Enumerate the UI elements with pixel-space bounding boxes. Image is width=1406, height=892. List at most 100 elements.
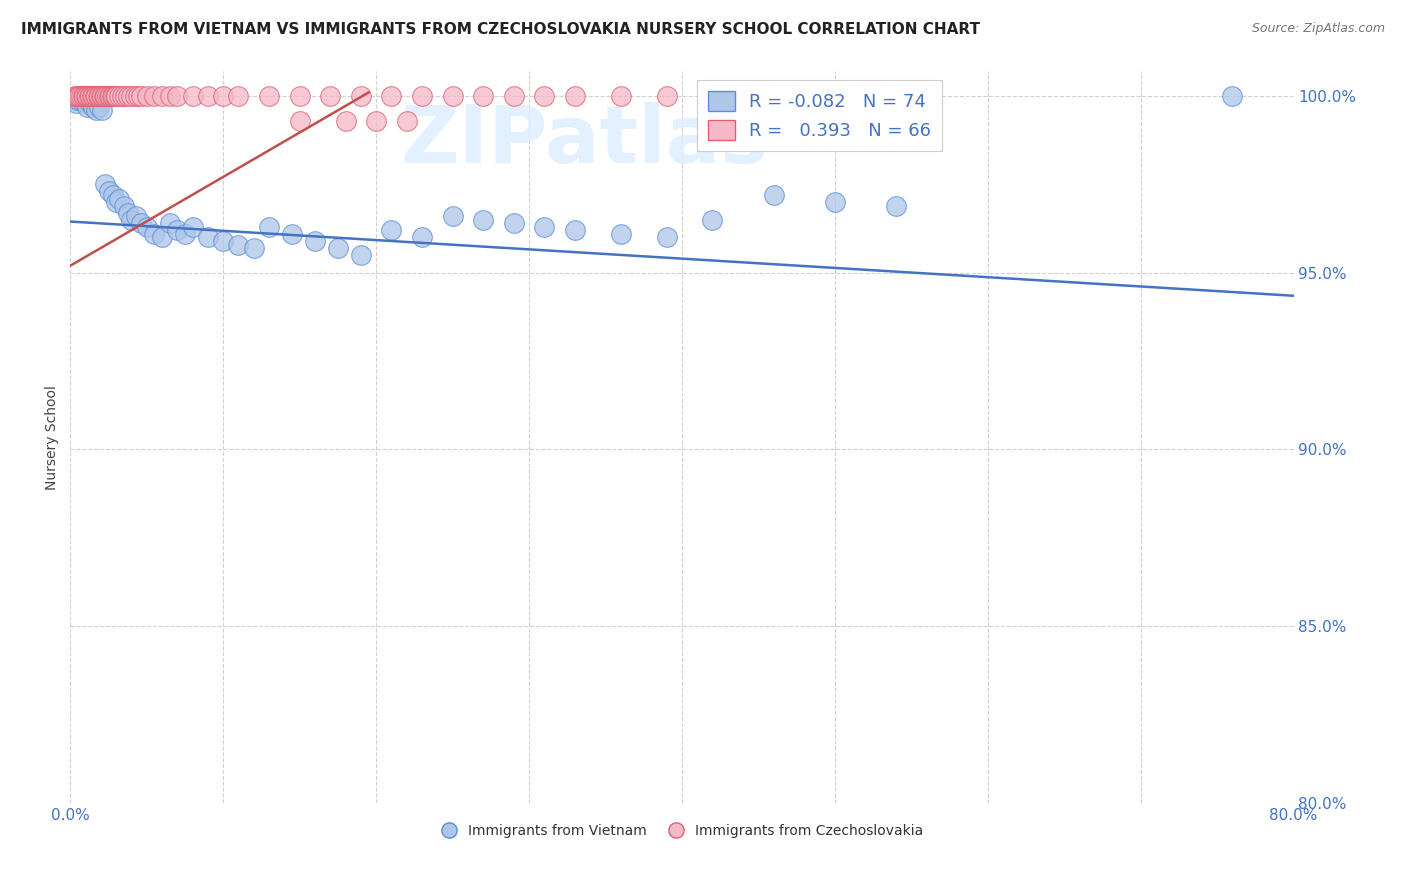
Point	[66, 89, 89, 103]
Point	[212, 89, 235, 103]
Point	[76, 100, 98, 114]
Point	[70, 93, 93, 107]
Point	[63, 93, 86, 107]
Point	[533, 89, 555, 103]
Point	[1220, 89, 1243, 103]
Point	[91, 89, 114, 103]
Point	[150, 230, 173, 244]
Point	[108, 192, 131, 206]
Point	[77, 89, 100, 103]
Point	[112, 199, 135, 213]
Point	[82, 89, 104, 103]
Point	[77, 93, 100, 107]
Point	[73, 93, 96, 107]
Point	[288, 113, 311, 128]
Point	[97, 89, 120, 103]
Point	[63, 89, 86, 103]
Point	[655, 230, 678, 244]
Point	[350, 89, 373, 103]
Point	[135, 89, 157, 103]
Point	[884, 199, 907, 213]
Point	[380, 223, 402, 237]
Point	[288, 89, 311, 103]
Point	[181, 219, 204, 234]
Point	[65, 96, 87, 111]
Point	[502, 216, 524, 230]
Point	[79, 96, 101, 111]
Text: Source: ZipAtlas.com: Source: ZipAtlas.com	[1251, 22, 1385, 36]
Y-axis label: Nursery School: Nursery School	[45, 384, 59, 490]
Point	[702, 89, 724, 103]
Point	[869, 89, 891, 103]
Point	[143, 89, 166, 103]
Point	[395, 113, 418, 128]
Point	[121, 212, 143, 227]
Point	[69, 89, 91, 103]
Point	[84, 89, 107, 103]
Point	[181, 89, 204, 103]
Point	[79, 89, 101, 103]
Point	[124, 89, 146, 103]
Point	[502, 89, 524, 103]
Point	[117, 89, 139, 103]
Point	[89, 89, 111, 103]
Point	[69, 89, 91, 103]
Point	[104, 89, 127, 103]
Point	[101, 188, 124, 202]
Point	[243, 241, 266, 255]
Point	[100, 89, 122, 103]
Point	[326, 241, 349, 255]
Point	[350, 248, 373, 262]
Point	[91, 103, 114, 118]
Point	[108, 89, 131, 103]
Point	[150, 89, 173, 103]
Point	[89, 100, 111, 114]
Point	[121, 89, 143, 103]
Point	[80, 89, 103, 103]
Point	[335, 113, 357, 128]
Point	[319, 89, 342, 103]
Point	[117, 205, 139, 219]
Point	[93, 89, 115, 103]
Point	[90, 89, 112, 103]
Point	[808, 89, 831, 103]
Point	[281, 227, 304, 241]
Point	[610, 89, 633, 103]
Point	[76, 89, 98, 103]
Point	[129, 216, 152, 230]
Point	[87, 89, 110, 103]
Point	[72, 89, 94, 103]
Point	[72, 89, 94, 103]
Point	[228, 89, 250, 103]
Point	[65, 89, 87, 103]
Point	[101, 89, 124, 103]
Point	[655, 89, 678, 103]
Point	[257, 89, 280, 103]
Point	[82, 100, 104, 114]
Point	[159, 89, 181, 103]
Point	[83, 89, 105, 103]
Point	[174, 227, 197, 241]
Point	[73, 89, 96, 103]
Point	[197, 89, 219, 103]
Point	[129, 89, 152, 103]
Point	[747, 89, 769, 103]
Text: IMMIGRANTS FROM VIETNAM VS IMMIGRANTS FROM CZECHOSLOVAKIA NURSERY SCHOOL CORRELA: IMMIGRANTS FROM VIETNAM VS IMMIGRANTS FR…	[21, 22, 980, 37]
Point	[212, 234, 235, 248]
Point	[159, 216, 181, 230]
Point	[610, 227, 633, 241]
Point	[564, 223, 586, 237]
Point	[125, 209, 148, 223]
Point	[105, 195, 128, 210]
Point	[166, 89, 188, 103]
Point	[111, 89, 134, 103]
Point	[472, 89, 495, 103]
Point	[380, 89, 402, 103]
Point	[66, 93, 89, 107]
Legend: Immigrants from Vietnam, Immigrants from Czechoslovakia: Immigrants from Vietnam, Immigrants from…	[434, 818, 929, 844]
Point	[564, 89, 586, 103]
Point	[472, 212, 495, 227]
Point	[411, 230, 433, 244]
Point	[94, 178, 117, 192]
Point	[228, 237, 250, 252]
